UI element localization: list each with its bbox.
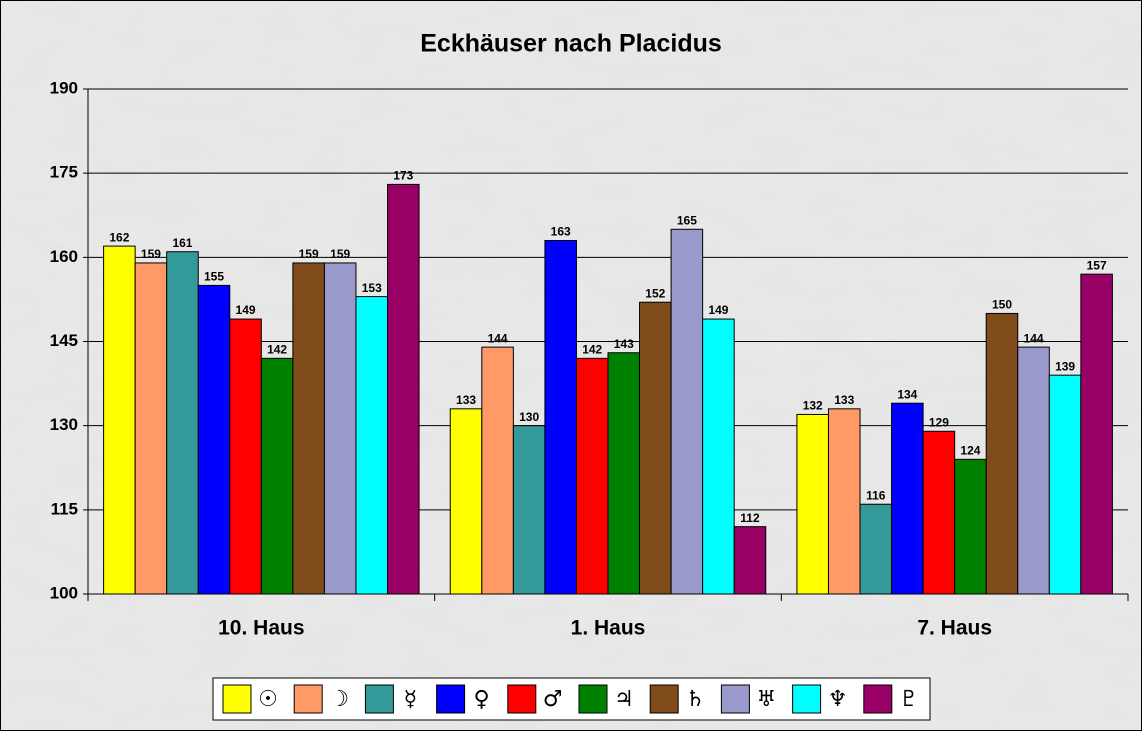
value-label: 149: [708, 303, 728, 317]
legend-label: ♂: [543, 687, 563, 712]
bar: [733, 526, 767, 595]
value-label: 134: [897, 387, 917, 401]
bar: [670, 228, 704, 595]
value-label: 124: [960, 444, 980, 458]
bar: [449, 408, 483, 595]
legend-label: ♅: [757, 687, 777, 712]
bar: [103, 245, 136, 595]
value-label: 144: [488, 331, 508, 345]
bar: [134, 262, 168, 595]
value-label: 142: [267, 343, 287, 357]
legend-label: ♃: [614, 687, 634, 712]
value-label: 159: [299, 247, 319, 261]
legend-label: ♆: [828, 687, 848, 712]
legend-label: ☿: [404, 687, 418, 712]
value-label: 143: [614, 337, 634, 351]
x-tick-label: 1. Haus: [571, 617, 646, 640]
y-tick-label: 100: [50, 583, 78, 602]
value-label: 132: [803, 399, 823, 413]
legend-label: ♀: [474, 687, 490, 712]
legend-label: ♇: [899, 687, 919, 712]
bar: [985, 312, 1019, 595]
bar: [954, 458, 987, 595]
legend-swatch: [507, 684, 537, 714]
legend-swatch: [578, 684, 608, 714]
bar: [166, 251, 199, 595]
value-label: 150: [992, 298, 1012, 312]
bar: [355, 296, 389, 595]
value-label: 130: [519, 410, 539, 424]
bar: [1048, 374, 1082, 595]
bar: [387, 183, 420, 595]
legend-swatch: [293, 684, 323, 714]
bar: [859, 503, 893, 595]
x-tick-label: 7. Haus: [917, 617, 992, 640]
legend-swatch: [436, 684, 466, 714]
legend-label: ♄: [685, 687, 705, 712]
bar: [481, 346, 514, 595]
legend-swatch: [649, 684, 679, 714]
bar: [639, 301, 672, 595]
value-label: 162: [109, 230, 129, 244]
value-label: 133: [456, 393, 476, 407]
legend-swatch: [222, 684, 252, 714]
value-label: 144: [1024, 331, 1044, 345]
x-tick-label: 10. Haus: [218, 617, 304, 640]
bar: [1080, 273, 1113, 595]
value-label: 163: [551, 225, 571, 239]
y-tick-label: 190: [50, 78, 78, 97]
legend-label: ☽: [329, 687, 349, 712]
value-label: 157: [1087, 258, 1107, 272]
bar: [197, 284, 231, 595]
bar: [827, 408, 861, 595]
y-tick-label: 145: [50, 331, 78, 350]
value-label: 155: [204, 270, 224, 284]
bar: [260, 357, 294, 595]
bar: [323, 262, 357, 595]
bar: [796, 413, 829, 595]
y-tick-label: 130: [50, 415, 78, 434]
value-label: 165: [677, 213, 697, 227]
legend-swatch: [792, 684, 822, 714]
y-tick-label: 160: [50, 247, 78, 266]
bar: [1017, 346, 1050, 595]
bar: [544, 240, 577, 595]
value-label: 159: [141, 247, 161, 261]
y-tick-label: 175: [50, 163, 78, 182]
value-label: 161: [172, 236, 192, 250]
legend-label: ☉: [258, 687, 278, 712]
value-label: 173: [393, 169, 413, 183]
value-label: 139: [1055, 359, 1075, 373]
value-label: 112: [740, 511, 760, 525]
legend-swatch: [863, 684, 893, 714]
bar: [891, 402, 924, 595]
bar: [922, 430, 956, 595]
legend-swatch: [720, 684, 750, 714]
value-label: 116: [866, 488, 886, 502]
value-label: 142: [582, 343, 602, 357]
bar: [512, 425, 546, 595]
legend-swatch: [364, 684, 394, 714]
bar: [702, 318, 735, 595]
y-tick-label: 115: [51, 499, 78, 518]
bar: [229, 318, 262, 595]
value-label: 129: [929, 415, 949, 429]
bar: [575, 357, 609, 595]
value-label: 152: [645, 286, 665, 300]
value-label: 133: [834, 393, 854, 407]
value-label: 153: [362, 281, 382, 295]
value-label: 159: [330, 247, 350, 261]
bar: [607, 352, 641, 595]
chart-title: Eckhäuser nach Placidus: [420, 30, 722, 58]
value-label: 149: [236, 303, 256, 317]
bar: [292, 262, 325, 595]
